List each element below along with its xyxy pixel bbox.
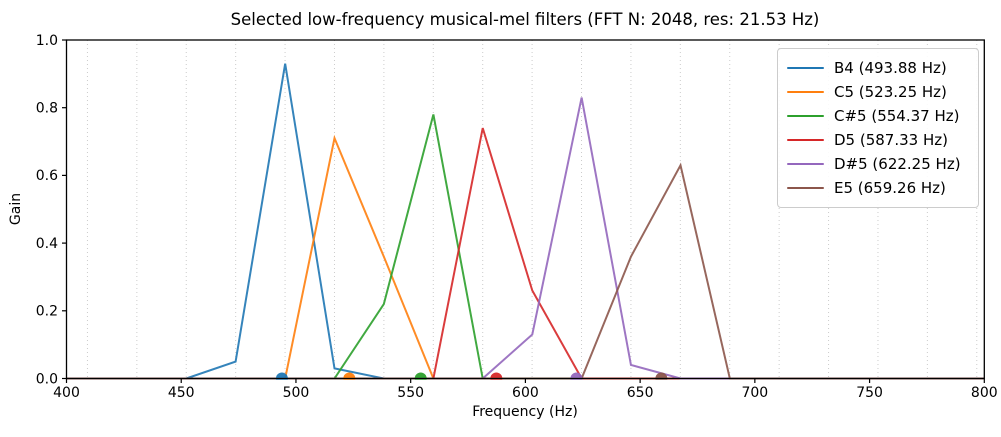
x-tick-label-550: 550 <box>397 385 424 401</box>
legend-label-B4: B4 (493.88 Hz) <box>834 59 947 77</box>
legend-line-swatch-B4 <box>787 66 824 70</box>
x-tick-label-450: 450 <box>168 385 195 401</box>
x-tick-label-750: 750 <box>856 385 883 401</box>
x-tick-label-400: 400 <box>53 385 80 401</box>
legend-item-D#5: D#5 (622.25 Hz) <box>787 152 970 176</box>
x-tick-label-800: 800 <box>971 385 998 401</box>
legend-label-D#5: D#5 (622.25 Hz) <box>834 155 961 173</box>
y-tick-label-0.6: 0.6 <box>36 168 58 184</box>
x-axis-ticks: 400 450 500 550 600 650 700 750 800 <box>53 378 998 401</box>
y-tick-label-0.2: 0.2 <box>36 304 58 320</box>
legend: B4 (493.88 Hz) C5 (523.25 Hz) C#5 (554.37 … <box>777 48 979 208</box>
legend-label-D5: D5 (587.33 Hz) <box>834 131 948 149</box>
chart-title: Selected low-frequency musical-mel filte… <box>230 10 820 29</box>
legend-item-C#5: C#5 (554.37 Hz) <box>787 104 970 128</box>
legend-item-D5: D5 (587.33 Hz) <box>787 128 970 152</box>
y-tick-label-0.8: 0.8 <box>36 101 58 117</box>
legend-line-swatch-E5 <box>787 186 824 190</box>
y-tick-label-0.0: 0.0 <box>36 371 58 387</box>
legend-line-swatch-C5 <box>787 90 824 94</box>
legend-label-C#5: C#5 (554.37 Hz) <box>834 107 960 125</box>
y-tick-label-1.0: 1.0 <box>36 33 58 49</box>
y-axis-label: Gain <box>8 192 24 226</box>
legend-line-swatch-D5 <box>787 138 824 142</box>
x-axis-label: Frequency (Hz) <box>472 404 578 420</box>
y-tick-label-0.4: 0.4 <box>36 236 58 252</box>
x-tick-label-500: 500 <box>283 385 310 401</box>
x-tick-label-650: 650 <box>627 385 654 401</box>
legend-item-B4: B4 (493.88 Hz) <box>787 56 970 80</box>
legend-label-E5: E5 (659.26 Hz) <box>834 179 946 197</box>
legend-line-swatch-D#5 <box>787 162 824 166</box>
legend-item-E5: E5 (659.26 Hz) <box>787 176 970 200</box>
legend-item-C5: C5 (523.25 Hz) <box>787 80 970 104</box>
legend-line-swatch-C#5 <box>787 114 824 118</box>
x-tick-label-700: 700 <box>741 385 768 401</box>
y-axis-ticks: 0.0 0.2 0.4 0.6 0.8 1.0 <box>36 33 67 387</box>
x-tick-label-600: 600 <box>512 385 539 401</box>
legend-label-C5: C5 (523.25 Hz) <box>834 83 947 101</box>
